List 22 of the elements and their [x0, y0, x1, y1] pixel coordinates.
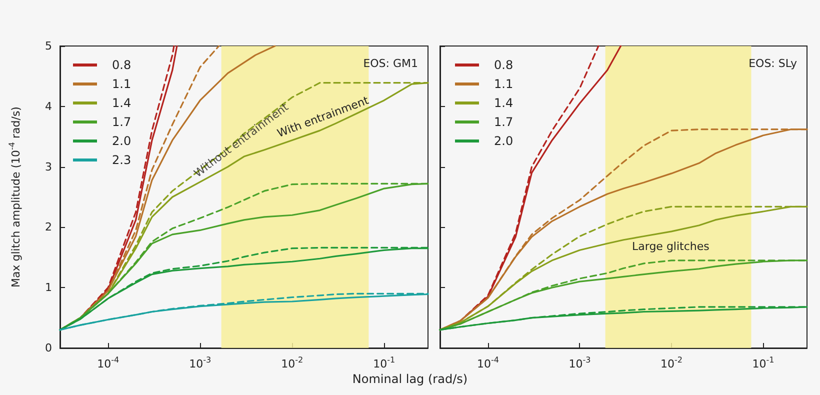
y-tick-label: 3 [45, 160, 52, 174]
legend-label: 1.7 [494, 115, 514, 129]
y-tick-label: 2 [45, 220, 52, 234]
annotation: EOS: GM1 [363, 57, 418, 70]
y-tick-label: 1 [45, 281, 52, 294]
legend-label: 1.7 [112, 115, 132, 129]
y-tick-label: 5 [45, 40, 52, 52]
legend-label: 0.8 [112, 58, 132, 72]
legend-label: 2.0 [112, 134, 132, 148]
annotation: EOS: SLy [748, 57, 798, 70]
legend-label: 1.4 [494, 96, 514, 110]
y-axis-title: Max glitch amplitude (10-4 rad/s) [8, 106, 22, 288]
legend-label: 1.4 [112, 96, 132, 110]
legend-label: 2.0 [494, 134, 514, 148]
y-tick-label: 4 [45, 100, 52, 113]
x-axis-title: Nominal lag (rad/s) [351, 372, 469, 386]
legend-label: 1.1 [112, 77, 132, 91]
annotation: Large glitches [632, 240, 710, 253]
legend-label: 0.8 [494, 58, 514, 72]
legend-label: 2.3 [112, 153, 132, 167]
legend-label: 1.1 [494, 77, 514, 91]
y-tick-label: 0 [45, 342, 52, 354]
